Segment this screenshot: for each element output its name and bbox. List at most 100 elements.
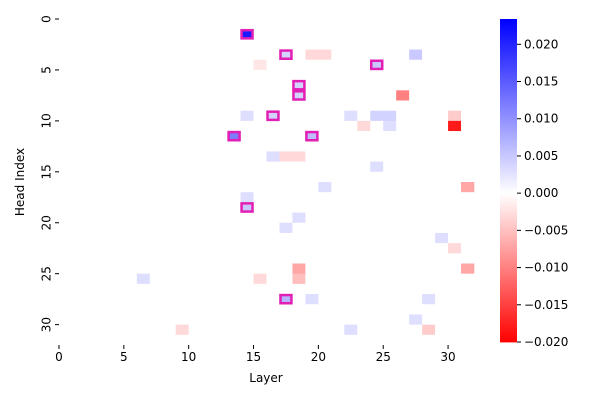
heatmap-cell bbox=[136, 69, 151, 81]
heatmap-cell bbox=[279, 120, 293, 132]
colorbar-swatch bbox=[500, 75, 517, 78]
heatmap-cell bbox=[97, 243, 112, 254]
heatmap-cell bbox=[435, 294, 449, 305]
heatmap-cell bbox=[201, 141, 215, 152]
heatmap-cell bbox=[253, 161, 267, 173]
heatmap-cell bbox=[188, 202, 202, 213]
heatmap-cell bbox=[110, 182, 125, 193]
heatmap-cell bbox=[422, 161, 436, 173]
heatmap-cell bbox=[123, 283, 138, 295]
heatmap-cell bbox=[448, 192, 462, 203]
heatmap-cell bbox=[214, 294, 228, 305]
heatmap-cell bbox=[59, 171, 73, 183]
colorbar-swatch bbox=[500, 245, 517, 248]
heatmap-cell bbox=[266, 334, 280, 346]
heatmap-cell bbox=[59, 273, 73, 285]
heatmap-cell bbox=[461, 141, 475, 152]
heatmap-cell bbox=[188, 29, 202, 40]
heatmap-cell bbox=[214, 324, 228, 336]
colorbar-swatch bbox=[500, 212, 517, 216]
heatmap-cell bbox=[279, 263, 293, 274]
heatmap-cell bbox=[240, 110, 254, 122]
heatmap-cell bbox=[383, 253, 397, 264]
heatmap-cell bbox=[318, 294, 332, 305]
colorbar-swatch bbox=[500, 275, 517, 278]
heatmap-cell bbox=[110, 59, 125, 71]
colorbar-swatch bbox=[500, 204, 517, 208]
heatmap-cell bbox=[396, 283, 410, 295]
heatmap-cell bbox=[409, 110, 423, 122]
colorbar-tick-label: 0.010 bbox=[524, 112, 558, 126]
highlight-box bbox=[279, 49, 293, 60]
heatmap-cell bbox=[435, 49, 449, 61]
heatmap-cell bbox=[240, 131, 254, 142]
heatmap-cell bbox=[409, 39, 423, 50]
heatmap-cell bbox=[305, 141, 319, 152]
heatmap-cell bbox=[435, 232, 449, 244]
heatmap-cell bbox=[357, 202, 371, 213]
heatmap-cell bbox=[318, 253, 332, 264]
heatmap-cell bbox=[396, 222, 410, 234]
heatmap-cell bbox=[396, 151, 410, 162]
colorbar-swatch bbox=[500, 51, 517, 54]
colorbar-swatch bbox=[500, 158, 517, 161]
colorbar-tick-label: 0.005 bbox=[524, 149, 558, 163]
heatmap-cell bbox=[318, 171, 332, 183]
colorbar-swatch bbox=[500, 115, 517, 119]
colorbar-swatch bbox=[500, 19, 517, 22]
heatmap-cell bbox=[253, 324, 267, 336]
heatmap-cell bbox=[59, 263, 73, 274]
heatmap-cell bbox=[84, 192, 99, 203]
heatmap-cell bbox=[357, 222, 371, 234]
heatmap-cell bbox=[227, 19, 241, 30]
heatmap-cell bbox=[461, 324, 475, 336]
heatmap-cell bbox=[149, 151, 164, 162]
heatmap-cell bbox=[149, 80, 164, 91]
heatmap-cell bbox=[240, 192, 254, 203]
heatmap-cell bbox=[162, 39, 177, 50]
colorbar-swatch bbox=[500, 105, 517, 109]
heatmap-cell bbox=[110, 222, 125, 234]
heatmap-cell bbox=[383, 324, 397, 336]
heatmap-cell bbox=[357, 19, 371, 30]
heatmap-cell bbox=[344, 110, 358, 122]
colorbar-swatch bbox=[500, 144, 517, 147]
heatmap-cell bbox=[331, 29, 345, 40]
heatmap-cell bbox=[435, 192, 449, 203]
heatmap-cell bbox=[331, 171, 345, 183]
heatmap-cell bbox=[331, 49, 345, 61]
colorbar-swatch bbox=[500, 230, 517, 234]
heatmap-cell bbox=[383, 49, 397, 61]
heatmap-cell bbox=[331, 110, 345, 122]
heatmap-cell bbox=[357, 232, 371, 244]
colorbar-swatch bbox=[500, 293, 517, 296]
heatmap-cell bbox=[448, 120, 462, 132]
heatmap-cell bbox=[435, 151, 449, 162]
heatmap-cell bbox=[279, 39, 293, 50]
heatmap-cell bbox=[201, 283, 215, 295]
heatmap-cell bbox=[123, 29, 138, 40]
heatmap-cell bbox=[448, 182, 462, 193]
heatmap-cell bbox=[435, 90, 449, 101]
heatmap-cell bbox=[123, 273, 138, 285]
heatmap-cell bbox=[409, 120, 423, 132]
heatmap-cell bbox=[253, 19, 267, 30]
heatmap-cell bbox=[292, 19, 306, 30]
heatmap-cell bbox=[305, 263, 319, 274]
heatmap-cell bbox=[201, 131, 215, 142]
heatmap-cell bbox=[201, 182, 215, 193]
heatmap-cell bbox=[253, 334, 267, 346]
heatmap-cell bbox=[422, 49, 436, 61]
heatmap-cell bbox=[214, 120, 228, 132]
heatmap-cell bbox=[279, 192, 293, 203]
colorbar-swatch bbox=[500, 299, 517, 303]
heatmap-cell bbox=[396, 131, 410, 142]
heatmap-cell bbox=[344, 120, 358, 132]
heatmap-cell bbox=[422, 131, 436, 142]
heatmap-cell bbox=[162, 283, 177, 295]
heatmap-cell bbox=[279, 294, 293, 305]
colorbar-swatch bbox=[500, 53, 517, 56]
colorbar-swatch bbox=[500, 239, 517, 242]
heatmap-cell bbox=[383, 120, 397, 132]
heatmap-cell bbox=[279, 151, 293, 162]
